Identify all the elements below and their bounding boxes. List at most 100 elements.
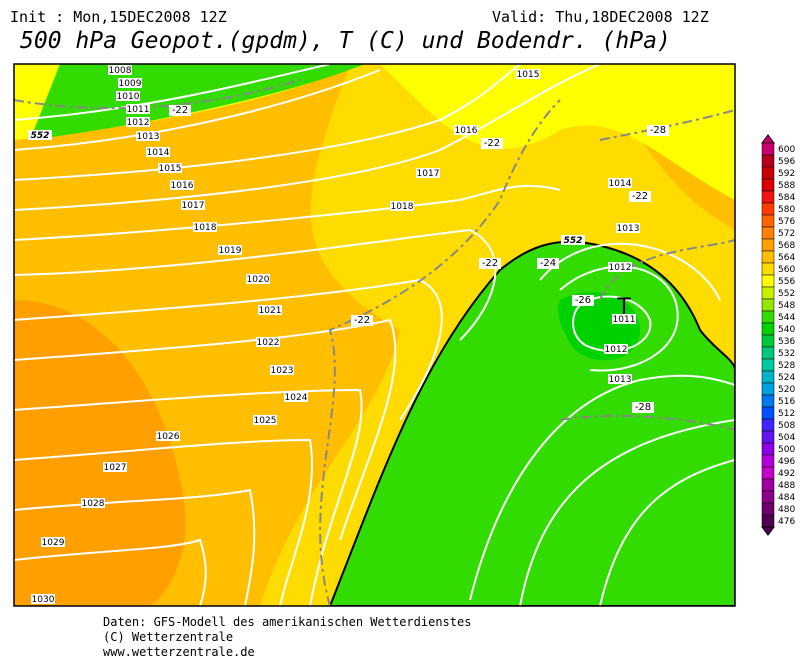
- isobar-label-bg: [608, 178, 632, 188]
- color-legend: 600 596 592 588 584 580 576 572 568 564 560 556 552 5…: [761, 134, 795, 536]
- isobar-label-bg: [218, 245, 242, 255]
- isobar-label: 1011: [613, 315, 636, 325]
- isotherms: [14, 79, 735, 606]
- isobar-label: 1016: [455, 126, 478, 136]
- legend-tick-label: 596: [778, 157, 795, 167]
- map-title: 500 hPa Geopot.(gpdm), T (C) und Bodendr…: [20, 28, 671, 54]
- isobar-label-bg: [256, 337, 280, 347]
- valid-time: Valid: Thu,18DEC2008 12Z: [492, 8, 709, 26]
- legend-tick-label: 484: [778, 493, 795, 503]
- legend-swatch: [761, 346, 775, 360]
- legend-tick-label: 500: [778, 445, 795, 455]
- isobar-label-bg: [31, 594, 55, 604]
- isobar-label-bg: [181, 200, 205, 210]
- legend-swatch: [761, 394, 775, 408]
- isobar-label: 1018: [391, 202, 414, 212]
- legend-tick-label: 556: [778, 277, 795, 287]
- isotherm-label: -26: [575, 295, 591, 306]
- legend-swatch: [761, 454, 775, 468]
- legend-tick-label: 588: [778, 181, 795, 191]
- legend-swatch: [761, 154, 775, 168]
- isobar-label: 1019: [219, 246, 242, 256]
- isobar-label-bg: [270, 365, 294, 375]
- legend-swatch: [761, 418, 775, 432]
- legend-tick-label: 592: [778, 169, 795, 179]
- legend-tick-label: 600: [778, 145, 795, 155]
- isobar-label: 1011: [127, 105, 150, 115]
- isobars: [14, 64, 735, 606]
- legend-swatch: [761, 478, 775, 492]
- legend-tick-label: 492: [778, 469, 795, 479]
- footer-line: Daten: GFS-Modell des amerikanischen Wet…: [103, 615, 471, 629]
- legend-swatch: [761, 166, 775, 180]
- isobar-label-bg: [246, 274, 270, 284]
- isotherm-label: -28: [650, 125, 666, 136]
- isobar-label-bg: [416, 168, 440, 178]
- isobar-label-bg: [126, 117, 150, 127]
- legend-swatch: [761, 262, 775, 276]
- isobar-label: 1024: [285, 393, 308, 403]
- legend-tick-label: 568: [778, 241, 795, 251]
- isobar-label: 1015: [517, 70, 540, 80]
- isobar-label-bg: [118, 78, 142, 88]
- isobar-label: 1023: [271, 366, 294, 376]
- isobar-label: 1013: [137, 132, 160, 142]
- legend-tick-label: 548: [778, 301, 795, 311]
- isobar-label: 1015: [159, 164, 182, 174]
- isotherm-label: -22: [632, 191, 648, 202]
- legend-swatch: [761, 214, 775, 228]
- isotherm-label-bg: [572, 295, 594, 306]
- legend-tick-label: 536: [778, 337, 795, 347]
- isobar-label: 1018: [194, 223, 217, 233]
- isobar-label: 1020: [247, 275, 270, 285]
- legend-tick-label: 512: [778, 409, 795, 419]
- legend-tick-label: 564: [778, 253, 795, 263]
- legend-swatch: [761, 502, 775, 516]
- isobar-label-bg: [608, 262, 632, 272]
- legend-tick-label: 552: [778, 289, 795, 299]
- footer-line: (C) Wetterzentrale: [103, 630, 233, 644]
- isotherm-label: -28: [635, 402, 651, 413]
- isotherm-label-bg: [169, 105, 191, 116]
- isobar-label: 1010: [117, 92, 140, 102]
- legend-tick-label: 532: [778, 349, 795, 359]
- footer-line: www.wetterzentrale.de: [103, 645, 255, 659]
- field: [380, 64, 735, 200]
- legend-tick-label: 560: [778, 265, 795, 275]
- legend-swatch: [761, 430, 775, 444]
- isobar-label-bg: [258, 305, 282, 315]
- height-label: 552: [31, 131, 50, 141]
- legend-swatch: [761, 406, 775, 420]
- isobar-label-bg: [41, 537, 65, 547]
- isobar-label-bg: [612, 314, 636, 324]
- isobar-label-bg: [81, 498, 105, 508]
- isotherm-label: -22: [482, 258, 498, 269]
- legend-swatch: [761, 310, 775, 324]
- isobar-label: 1016: [171, 181, 194, 191]
- legend-swatch: [761, 358, 775, 372]
- isobar-label: 1014: [147, 148, 170, 158]
- legend-tick-label: 520: [778, 385, 795, 395]
- legend-swatch: [761, 238, 775, 252]
- legend-swatch: [761, 298, 775, 312]
- low-marker: T: [616, 295, 631, 320]
- isobar-label: 1017: [417, 169, 440, 179]
- isobar-label-bg: [108, 65, 132, 75]
- isobar-label: 1014: [609, 179, 632, 189]
- legend-tick-label: 508: [778, 421, 795, 431]
- isobar-label: 1012: [127, 118, 150, 128]
- map-labels: 1008 1009 1010 1011 1012 1013 1014 1015 1016 1017…: [28, 65, 669, 605]
- isotherm-label-bg: [537, 258, 559, 269]
- legend-swatch: [761, 334, 775, 348]
- isobar-label-bg: [146, 147, 170, 157]
- legend-swatch: [761, 178, 775, 192]
- height-label-bg: [28, 130, 52, 140]
- legend-swatch: [761, 322, 775, 336]
- field: [558, 291, 640, 361]
- isotherm-label-bg: [351, 315, 373, 326]
- legend-swatch: [761, 142, 775, 156]
- isobar-label: 1013: [609, 375, 632, 385]
- isobar-label: 1022: [257, 338, 280, 348]
- isobar-label: 1008: [109, 66, 132, 76]
